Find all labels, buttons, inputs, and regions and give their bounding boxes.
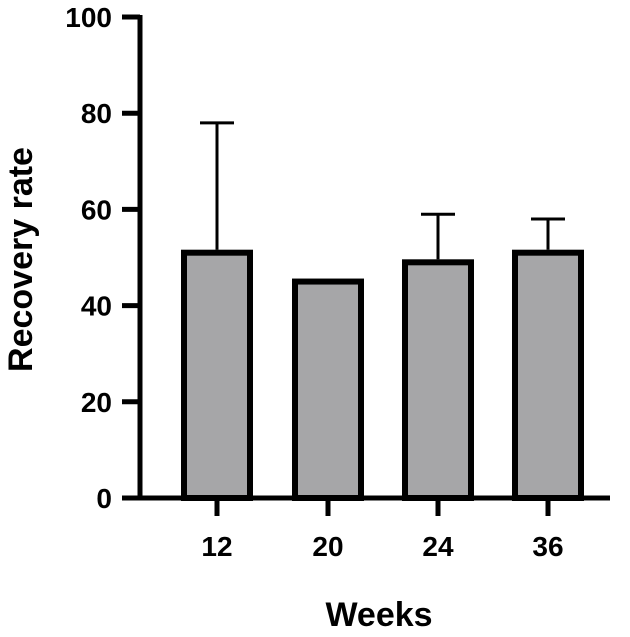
x-tick-label: 12 [201,531,232,562]
y-axis-ticks: 0 20 40 60 80 100 [65,2,140,514]
bar-36 [512,249,584,501]
bar-24 [402,259,474,501]
x-tick-label: 24 [422,531,454,562]
error-bars-group [200,121,565,260]
y-tick-label: 0 [96,483,112,514]
bar-12 [181,249,253,501]
y-tick-label: 40 [81,291,112,322]
x-axis-title: Weeks [325,596,432,634]
bar-20 [292,278,364,501]
y-axis-title: Recovery rate [2,147,40,372]
y-tick-label: 100 [65,2,112,33]
bars-group [181,249,584,501]
y-tick-label: 60 [81,194,112,225]
x-tick-label: 20 [312,531,343,562]
x-axis-ticks: 12 20 24 36 [201,498,564,562]
y-tick-label: 80 [81,98,112,129]
x-tick-label: 36 [532,531,563,562]
y-tick-label: 20 [81,387,112,418]
